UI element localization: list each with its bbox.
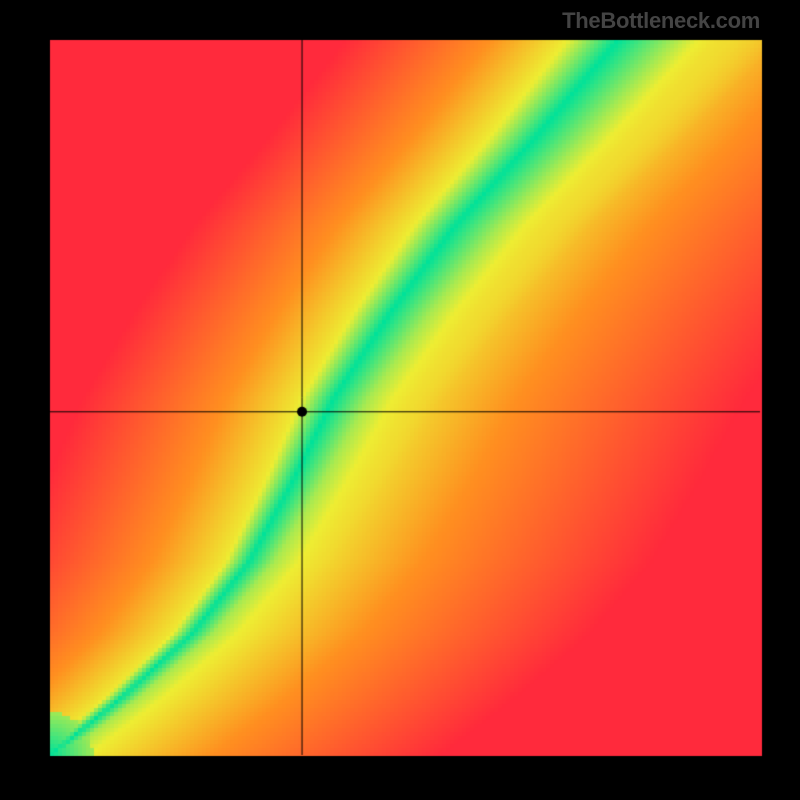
watermark-text: TheBottleneck.com bbox=[562, 8, 760, 34]
chart-container: TheBottleneck.com bbox=[0, 0, 800, 800]
bottleneck-heatmap bbox=[0, 0, 800, 800]
